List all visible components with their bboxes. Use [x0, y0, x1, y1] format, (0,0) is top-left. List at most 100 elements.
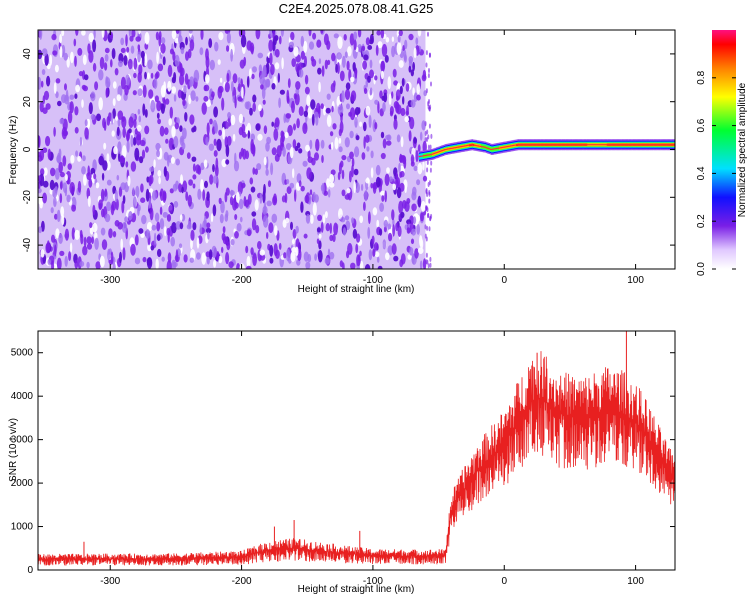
noise-blob	[255, 30, 261, 40]
spectrogram-noise	[38, 30, 433, 269]
noise-blob	[38, 226, 43, 234]
noise-blob	[406, 198, 411, 204]
noise-blob	[249, 107, 253, 116]
noise-blob	[189, 257, 194, 263]
noise-blob	[375, 44, 379, 56]
noise-blob	[147, 59, 153, 70]
noise-blob	[55, 91, 59, 99]
noise-blob	[228, 261, 234, 269]
noise-blob	[175, 221, 182, 230]
noise-blob	[103, 142, 107, 150]
noise-blob	[357, 44, 363, 53]
noise-blob	[59, 46, 63, 58]
noise-blob	[257, 52, 264, 59]
noise-blob	[61, 30, 65, 37]
noise-blob	[94, 237, 99, 250]
noise-blob	[89, 222, 93, 229]
noise-blob	[110, 112, 114, 125]
noise-blob	[64, 228, 69, 241]
noise-blob	[306, 94, 311, 107]
y-tick-label: 5000	[11, 348, 34, 359]
noise-blob	[119, 251, 122, 264]
noise-blob	[259, 74, 265, 85]
noise-blob	[410, 238, 415, 245]
noise-blob	[235, 191, 240, 204]
noise-blob	[86, 236, 92, 245]
noise-blob	[139, 156, 144, 164]
noise-blob	[110, 59, 113, 68]
noise-blob	[183, 85, 187, 94]
noise-blob	[210, 213, 214, 223]
noise-blob	[53, 196, 57, 208]
noise-blob	[420, 200, 426, 212]
noise-blob	[83, 74, 89, 81]
noise-blob	[213, 138, 217, 146]
noise-blob	[165, 98, 170, 105]
noise-blob	[426, 160, 429, 165]
ridge-core	[418, 144, 675, 158]
noise-blob	[314, 111, 319, 119]
noise-blob	[314, 253, 317, 261]
noise-blob	[424, 131, 427, 136]
noise-blob	[153, 159, 156, 168]
noise-blob	[266, 78, 271, 88]
noise-blob	[329, 174, 334, 184]
noise-blob	[121, 200, 125, 214]
noise-blob	[50, 167, 56, 177]
noise-blob	[300, 35, 304, 47]
noise-blob	[293, 93, 297, 100]
noise-blob	[285, 143, 292, 150]
noise-blob	[307, 106, 313, 119]
spectrogram-x-axis-label: Height of straight line (km)	[298, 284, 415, 295]
noise-blob	[404, 116, 410, 123]
noise-blob	[86, 243, 93, 250]
noise-blob	[279, 89, 285, 95]
noise-blob	[419, 235, 423, 247]
noise-blob	[318, 58, 322, 65]
noise-blob	[189, 39, 195, 51]
noise-blob	[181, 142, 186, 150]
noise-blob	[274, 117, 280, 128]
noise-blob	[266, 232, 269, 239]
noise-blob	[67, 163, 72, 171]
noise-blob	[92, 222, 98, 233]
noise-blob	[58, 233, 63, 244]
noise-blob	[342, 55, 346, 68]
noise-blob	[142, 103, 146, 116]
noise-blob	[166, 154, 170, 167]
noise-blob	[399, 85, 403, 95]
noise-blob	[62, 155, 67, 167]
noise-blob	[199, 47, 204, 56]
noise-blob	[320, 139, 325, 149]
noise-blob	[108, 112, 112, 122]
noise-blob	[262, 215, 269, 228]
noise-blob	[316, 227, 321, 233]
noise-blob	[359, 215, 364, 224]
x-tick-label: -300	[100, 576, 120, 587]
noise-blob	[54, 64, 59, 73]
noise-blob	[106, 201, 112, 212]
noise-blob	[203, 85, 207, 92]
noise-blob	[155, 31, 159, 41]
noise-blob	[416, 179, 421, 186]
noise-blob	[82, 155, 86, 162]
y-tick-label: 4000	[11, 391, 34, 402]
noise-blob	[91, 236, 94, 244]
noise-blob	[125, 34, 128, 47]
noise-blob	[391, 91, 394, 99]
noise-blob	[128, 211, 133, 221]
noise-blob	[347, 46, 352, 57]
noise-blob	[205, 55, 210, 69]
noise-blob	[246, 255, 251, 268]
spectrogram-y-axis-label: Frequency (Hz)	[8, 116, 19, 185]
noise-blob	[134, 147, 140, 161]
noise-blob	[219, 77, 223, 83]
noise-blob	[429, 52, 431, 58]
noise-blob	[145, 188, 150, 202]
noise-blob	[379, 228, 383, 236]
noise-blob	[427, 263, 430, 269]
noise-blob	[45, 242, 51, 254]
noise-blob	[336, 52, 342, 60]
noise-blob	[211, 245, 217, 258]
noise-blob	[274, 62, 280, 70]
